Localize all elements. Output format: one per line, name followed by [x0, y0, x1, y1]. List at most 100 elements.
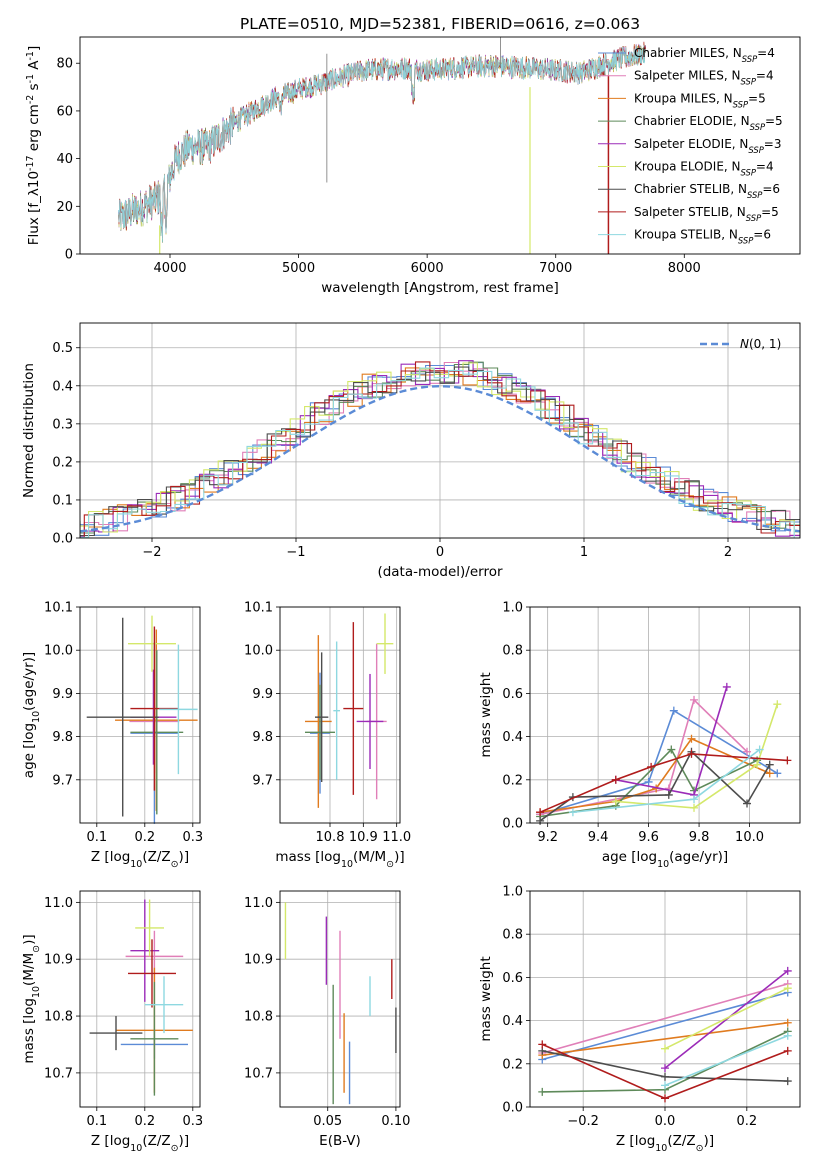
- data-point-marker: [753, 760, 762, 769]
- x-tick-label: 1: [580, 545, 588, 560]
- label-part: Normed distribution: [21, 363, 37, 498]
- axes-residual_hist: −2 −1 0 1 2 0.0 0.1 0.2 0.3 0.4 0.5 (data-model)/er…: [21, 322, 801, 580]
- label-part: =4: [756, 69, 774, 83]
- label-part: Salpeter MILES, N: [634, 69, 741, 83]
- data-point-marker: [690, 803, 699, 812]
- y-tick-label: 0.6: [502, 971, 523, 986]
- y-tick-label: 0.4: [502, 730, 523, 745]
- data-point-marker: [783, 1046, 792, 1055]
- weight-line: [542, 1022, 788, 1056]
- label-part: (age/yr)]: [669, 849, 728, 865]
- label-part: =6: [762, 182, 780, 196]
- data-point-marker: [661, 1044, 669, 1053]
- axes-age_vs_mass: 10.8 10.9 11.0 9.7 9.8 9.9 10.0 10.1 mass [log10…: [244, 601, 411, 870]
- label-part: mass [: [21, 1019, 37, 1064]
- axes-mass_weight_vs_Z: −0.2 0.0 0.2 0.0 0.2 0.4 0.6 0.8 1.0 Z [log10(Z/Z…: [478, 885, 801, 1154]
- data-point-marker: [783, 1018, 792, 1027]
- label-part: (M/M: [353, 849, 386, 865]
- data-point-marker: [755, 745, 764, 754]
- weight-line: [615, 703, 779, 809]
- y-tick-label: 0.0: [502, 1101, 523, 1116]
- axes-frame: [279, 606, 401, 824]
- label-part: )]: [704, 1133, 715, 1149]
- x-tick-label: 0: [436, 545, 444, 560]
- y-tick-label: 9.9: [252, 687, 273, 702]
- label-part: Chabrier STELIB, N: [634, 182, 747, 196]
- label-part: -2: [25, 95, 36, 104]
- plot-area: [86, 615, 198, 824]
- plot-area: [305, 613, 394, 808]
- plot-area: [536, 682, 792, 825]
- y-tick-label: 20: [56, 200, 73, 215]
- x-tick-label: −1: [286, 545, 305, 560]
- label-part: 10: [341, 859, 353, 870]
- data-point-marker: [661, 1064, 669, 1073]
- x-tick-label: 0.10: [381, 1114, 410, 1129]
- y-tick-label: 11.0: [44, 896, 73, 911]
- x-tick-label: 2: [724, 545, 732, 560]
- data-point-marker: [644, 777, 653, 786]
- x-tick-label: 9.2: [537, 830, 558, 845]
- label-part: (M/M: [21, 953, 37, 986]
- label-part: SSP: [747, 190, 763, 200]
- histogram-step: [80, 361, 800, 538]
- y-axis-label: mass weight: [478, 672, 494, 757]
- y-tick-label: 0.2: [502, 773, 523, 788]
- label-part: )]: [394, 849, 405, 865]
- figure-title: PLATE=0510, MJD=52381, FIBERID=0616, z=0…: [240, 15, 640, 33]
- x-tick-label: 9.4: [588, 830, 609, 845]
- label-part: SSP: [738, 236, 754, 246]
- x-tick-label: 9.6: [638, 830, 659, 845]
- label-part: -1: [25, 74, 36, 83]
- label-part: erg cm: [26, 104, 42, 155]
- label-part: Z [: [616, 1133, 635, 1149]
- x-tick-label: 0.3: [182, 830, 203, 845]
- label-part: ⊙: [171, 1143, 179, 1154]
- plot-area: [89, 899, 193, 1096]
- y-tick-label: 0.6: [502, 687, 523, 702]
- data-point-marker: [783, 1077, 792, 1086]
- data-point-marker: [743, 799, 752, 808]
- histogram-step: [80, 367, 800, 538]
- legend-entry: Salpeter MILES, NSSP=4: [634, 69, 774, 87]
- legend-entry: Salpeter STELIB, NSSP=5: [634, 205, 779, 223]
- label-part: Chabrier ELODIE, N: [634, 114, 750, 128]
- weight-line: [542, 983, 788, 1054]
- label-part: =3: [764, 137, 782, 151]
- weight-line: [664, 987, 789, 1050]
- label-part: SSP: [741, 77, 757, 87]
- label-part: =5: [765, 114, 783, 128]
- x-axis-label: mass [log10(M/M⊙)]: [275, 849, 404, 870]
- x-tick-label: 9.8: [689, 830, 710, 845]
- data-point-marker: [783, 756, 792, 765]
- y-tick-label: 9.8: [52, 730, 73, 745]
- data-point-marker: [783, 1031, 792, 1040]
- y-tick-label: 10.8: [244, 1010, 273, 1025]
- data-point-marker: [611, 775, 620, 784]
- y-tick-label: 9.7: [52, 773, 73, 788]
- y-axis-label: mass weight: [478, 956, 494, 1041]
- x-tick-label: 11.0: [382, 830, 411, 845]
- label-part: 10: [31, 986, 42, 998]
- label-part: )]: [179, 849, 190, 865]
- y-tick-label: 11.0: [244, 896, 273, 911]
- plot-area: [118, 37, 646, 254]
- y-tick-label: 9.8: [252, 730, 273, 745]
- y-tick-label: 80: [56, 57, 73, 72]
- label-part: Z [: [91, 1133, 110, 1149]
- label-part: -17: [25, 156, 36, 171]
- label-part: Salpeter STELIB, N: [634, 205, 746, 219]
- label-part: log: [635, 1133, 656, 1149]
- label-part: 10: [130, 1143, 142, 1154]
- y-tick-label: 0.3: [52, 417, 73, 432]
- data-point-marker: [661, 1072, 669, 1081]
- x-tick-label: 7000: [539, 261, 572, 276]
- weight-line: [664, 970, 789, 1069]
- y-tick-label: 0.4: [52, 379, 73, 394]
- data-point-marker: [743, 747, 752, 756]
- data-point-marker: [661, 1094, 669, 1103]
- y-tick-label: 0.2: [502, 1057, 523, 1072]
- label-part: (Z/Z: [667, 1133, 695, 1149]
- label-part: )]: [21, 934, 37, 945]
